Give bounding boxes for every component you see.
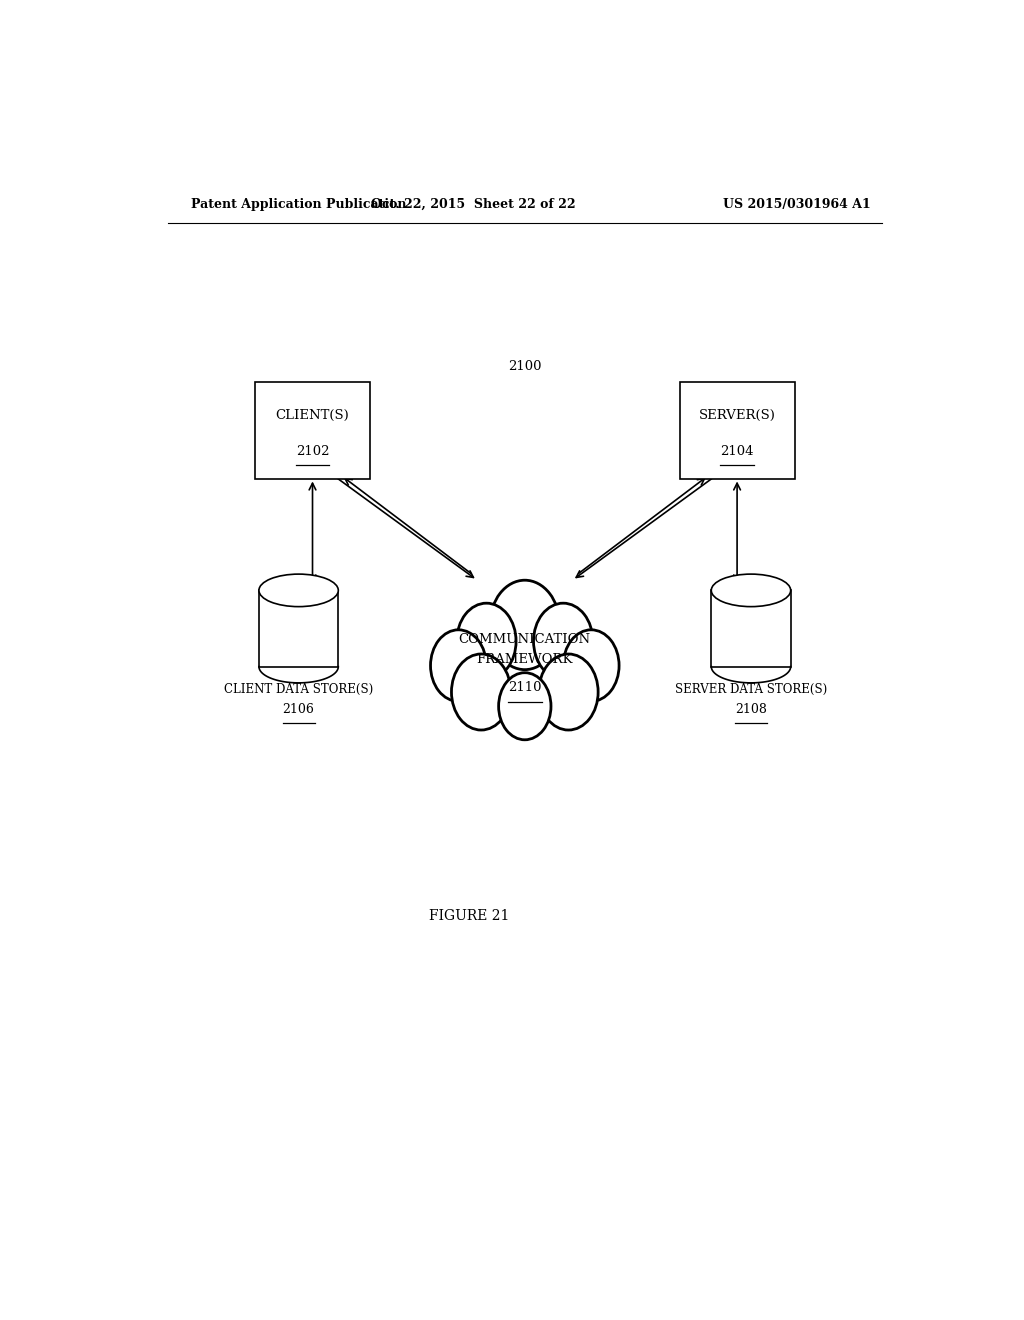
Bar bbox=[712, 590, 791, 667]
Text: 2108: 2108 bbox=[735, 702, 767, 715]
Circle shape bbox=[452, 653, 511, 730]
Text: CLIENT(S): CLIENT(S) bbox=[275, 409, 349, 422]
Circle shape bbox=[457, 603, 516, 680]
Circle shape bbox=[539, 653, 598, 730]
Circle shape bbox=[430, 630, 486, 701]
Text: COMMUNICATION: COMMUNICATION bbox=[459, 632, 591, 645]
Text: 2100: 2100 bbox=[508, 360, 542, 374]
Circle shape bbox=[499, 673, 551, 739]
Bar bbox=[255, 381, 370, 479]
Ellipse shape bbox=[712, 574, 791, 607]
Bar bbox=[259, 590, 338, 667]
Text: 2110: 2110 bbox=[508, 681, 542, 694]
Circle shape bbox=[489, 581, 560, 669]
Text: FIGURE 21: FIGURE 21 bbox=[429, 908, 509, 923]
Circle shape bbox=[534, 603, 593, 680]
Text: SERVER(S): SERVER(S) bbox=[698, 409, 775, 422]
Text: Patent Application Publication: Patent Application Publication bbox=[191, 198, 407, 211]
Text: SERVER DATA STORE(S): SERVER DATA STORE(S) bbox=[675, 682, 827, 696]
Ellipse shape bbox=[259, 574, 338, 607]
Text: 2106: 2106 bbox=[283, 702, 314, 715]
Text: CLIENT DATA STORE(S): CLIENT DATA STORE(S) bbox=[224, 682, 374, 696]
Circle shape bbox=[563, 630, 620, 701]
Text: US 2015/0301964 A1: US 2015/0301964 A1 bbox=[723, 198, 871, 211]
Text: 2104: 2104 bbox=[720, 445, 754, 458]
Text: Oct. 22, 2015  Sheet 22 of 22: Oct. 22, 2015 Sheet 22 of 22 bbox=[371, 198, 575, 211]
Text: 2102: 2102 bbox=[296, 445, 330, 458]
Bar bbox=[680, 381, 795, 479]
Text: FRAMEWORK: FRAMEWORK bbox=[476, 653, 573, 667]
